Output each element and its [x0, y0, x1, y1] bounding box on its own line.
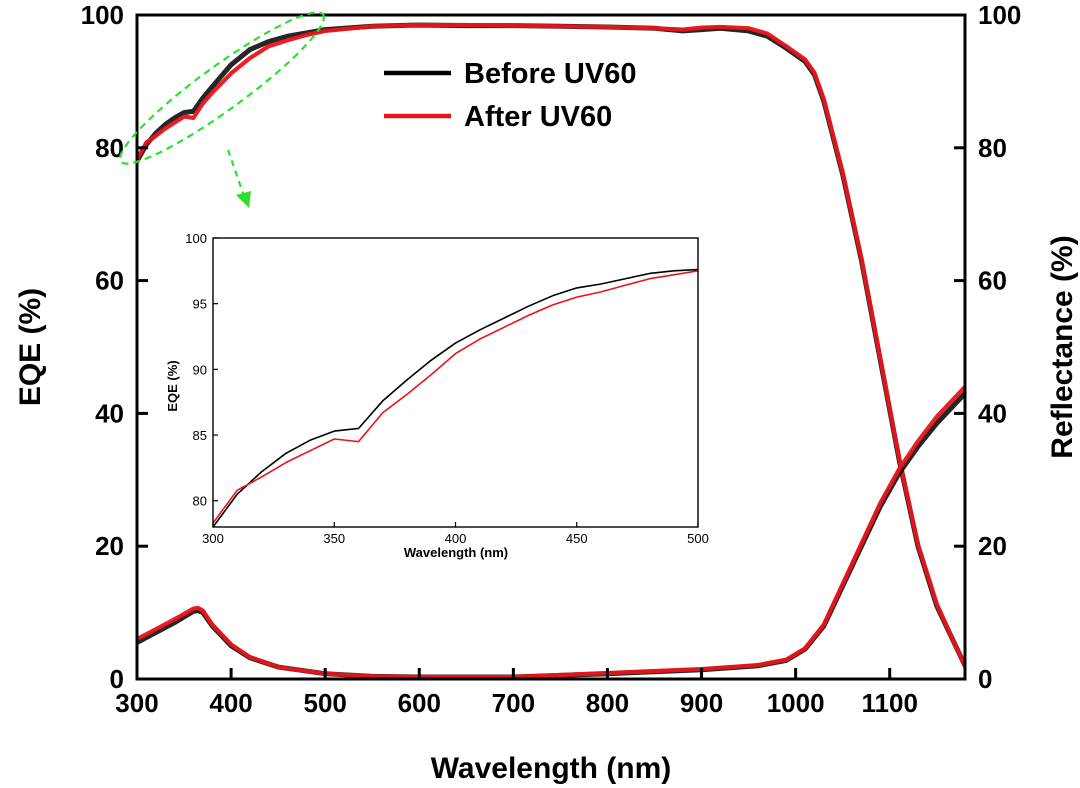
y2-tick-label: 40: [978, 398, 1007, 428]
y-tick-label: 60: [95, 266, 124, 296]
x-tick-label: 1100: [862, 688, 918, 718]
annotation: [118, 11, 326, 208]
y2-tick-label: 60: [978, 266, 1007, 296]
inset-y-tick-label: 85: [193, 428, 207, 443]
y-tick-label: 100: [81, 0, 124, 30]
y-tick-label: 0: [110, 664, 124, 694]
y2-tick-label: 100: [978, 0, 1021, 30]
inset-y-axis-title: EQE (%): [165, 360, 180, 411]
series-line-eqe-after: [137, 22, 965, 668]
inset-x-tick-label: 450: [566, 531, 588, 546]
inset-series-line-before: [213, 268, 698, 527]
inset-y-tick-label: 90: [193, 362, 207, 377]
inset-background: [213, 238, 698, 527]
x-tick-label: 1000: [767, 688, 825, 718]
x-tick-label: 800: [586, 688, 629, 718]
inset-x-tick-label: 400: [445, 531, 467, 546]
main-axes: 300 400 500 600 700 800 900 1000 110002040608010…: [81, 0, 1022, 718]
inset-y-tick-label: 80: [193, 494, 207, 509]
highlight-ellipse: [118, 11, 326, 165]
y2-tick-label: 20: [978, 531, 1007, 561]
pointer-arrowhead: [236, 191, 251, 208]
x-tick-label: 400: [209, 688, 252, 718]
x-tick-label: 600: [398, 688, 441, 718]
y2-tick-label: 80: [978, 133, 1007, 163]
inset-series-line-after: [213, 270, 698, 524]
y-axis-title: EQE (%): [14, 288, 47, 406]
inset-x-tick-label: 350: [323, 531, 345, 546]
y-tick-label: 80: [95, 133, 124, 163]
main-plot-frame: [135, 13, 967, 681]
series-line-reflectance-after: [137, 384, 965, 680]
y2-tick-label: 0: [978, 664, 992, 694]
inset-x-tick-label: 500: [687, 531, 709, 546]
legend-label-before: Before UV60: [464, 58, 636, 90]
x-tick-label: 900: [680, 688, 723, 718]
y2-axis-title: Reflectance (%): [1046, 235, 1079, 458]
inset-y-tick-label: 100: [185, 231, 207, 246]
main-series: [137, 22, 965, 680]
x-tick-label: 700: [492, 688, 535, 718]
inset-plot: 300 350 400 450 500 80 85 90 95 100: [185, 231, 709, 546]
x-tick-label: 300: [115, 688, 158, 718]
inset-x-tick-label: 300: [202, 531, 224, 546]
pointer-arrow-shaft: [226, 149, 246, 197]
y-tick-label: 20: [95, 531, 124, 561]
x-tick-label: 500: [303, 688, 346, 718]
legend-label-after: After UV60: [464, 101, 612, 133]
inset-x-axis-title: Wavelength (nm): [404, 545, 508, 560]
inset-y-tick-label: 95: [193, 297, 207, 312]
x-axis-title: Wavelength (nm): [431, 752, 672, 785]
legend: Before UV60 After UV60: [384, 58, 636, 133]
y-tick-label: 40: [95, 398, 124, 428]
